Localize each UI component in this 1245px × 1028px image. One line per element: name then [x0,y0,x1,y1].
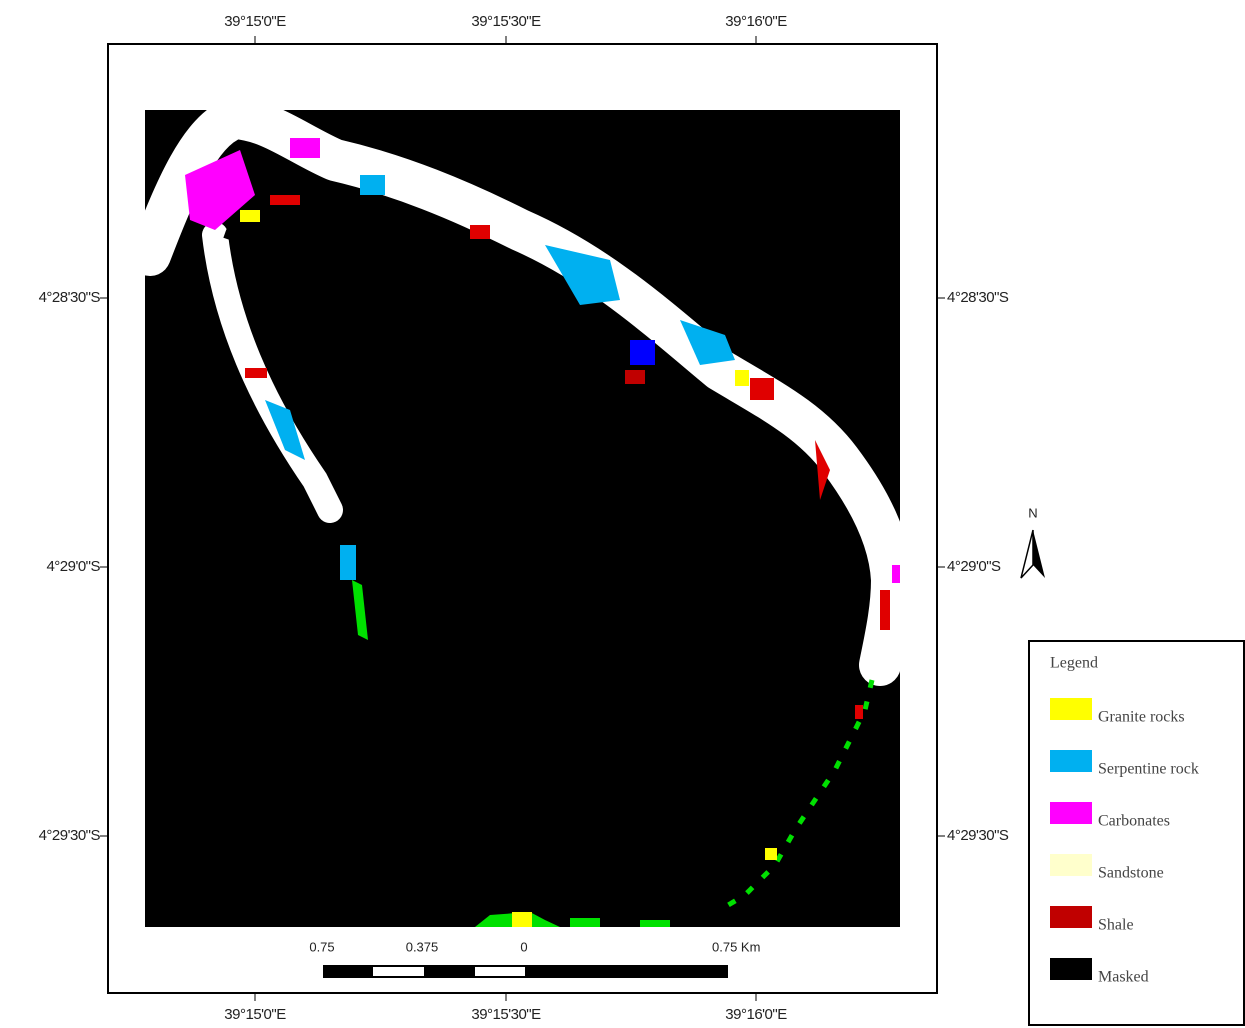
scale-label: 0 [520,939,527,954]
legend-label: Shale [1098,917,1134,934]
coord-label: 39°15'0"E [224,13,286,30]
north-label: N [1028,505,1037,520]
coord-label: 4°29'0"S [947,558,1001,575]
scale-label: 0.375 [406,939,439,954]
coord-label: 4°29'0"S [46,558,100,575]
coord-label: 4°29'30"S [39,827,101,844]
scale-label: 0.75 Km [712,939,760,954]
coord-label: 39°15'30"E [471,13,541,30]
coord-label: 4°28'30"S [947,289,1009,306]
legend-label: Masked [1098,969,1149,986]
legend-swatch [1050,958,1092,980]
scale-bar [323,965,728,978]
legend-label: Sandstone [1098,865,1164,882]
legend-swatch [1050,854,1092,876]
scale-label: 0.75 [309,939,334,954]
land-classes [129,97,913,927]
legend-swatch [1050,698,1092,720]
legend-swatch [1050,802,1092,824]
coord-label: 4°28'30"S [39,289,101,306]
coord-label: 39°16'0"E [725,1006,787,1023]
coord-label: 39°15'30"E [471,1006,541,1023]
coord-label: 39°16'0"E [725,13,787,30]
coord-label: 39°15'0"E [224,1006,286,1023]
legend-title: Legend [1050,655,1098,672]
legend-label: Granite rocks [1098,709,1185,726]
coord-label: 4°29'30"S [947,827,1009,844]
legend-label: Carbonates [1098,813,1170,830]
legend-label: Serpentine rock [1098,761,1199,778]
north-arrow [1020,529,1045,579]
legend-swatch [1050,750,1092,772]
legend-swatch [1050,906,1092,928]
